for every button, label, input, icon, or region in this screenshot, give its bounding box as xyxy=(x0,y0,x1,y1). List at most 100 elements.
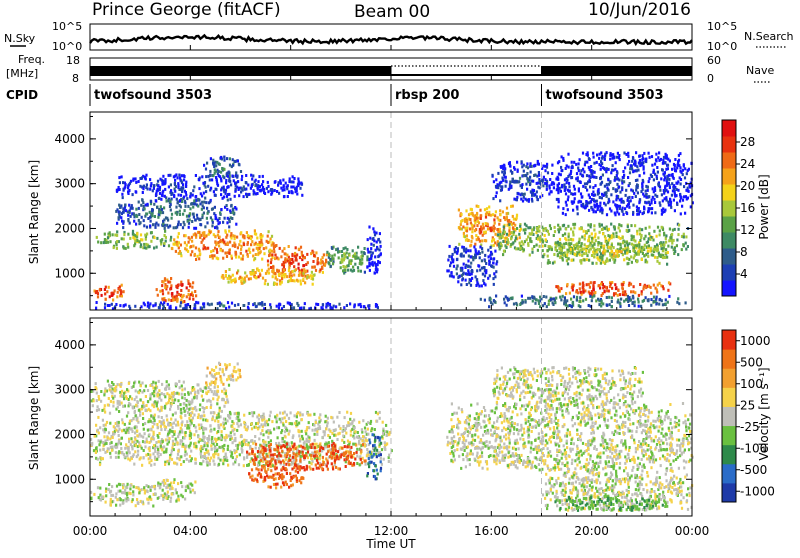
heatmap-cell xyxy=(530,190,532,193)
heatmap-cell xyxy=(257,188,259,191)
heatmap-cell xyxy=(481,227,483,230)
heatmap-cell xyxy=(614,283,616,286)
heatmap-cell xyxy=(484,299,486,302)
heatmap-cell xyxy=(630,164,632,167)
heatmap-cell xyxy=(205,190,207,193)
heatmap-cell xyxy=(251,427,253,430)
heatmap-cell xyxy=(653,169,655,172)
heatmap-cell xyxy=(181,283,183,286)
heatmap-cell xyxy=(363,305,365,308)
heatmap-cell xyxy=(217,302,219,305)
heatmap-cell xyxy=(484,239,486,242)
heatmap-cell xyxy=(507,238,509,241)
heatmap-cell xyxy=(545,238,547,241)
heatmap-cell xyxy=(593,210,595,213)
heatmap-cell xyxy=(279,412,281,415)
heatmap-cell xyxy=(173,238,175,241)
heatmap-cell xyxy=(134,240,136,243)
heatmap-cell xyxy=(651,155,653,158)
heatmap-cell xyxy=(654,201,656,204)
heatmap-cell xyxy=(133,213,135,216)
heatmap-cell xyxy=(152,189,154,192)
heatmap-cell xyxy=(133,463,135,466)
heatmap-cell xyxy=(641,228,643,231)
heatmap-cell xyxy=(259,244,261,247)
heatmap-cell xyxy=(463,263,465,266)
heatmap-cell xyxy=(572,209,574,212)
heatmap-cell xyxy=(536,244,538,247)
heatmap-cell xyxy=(475,254,477,257)
heatmap-cell xyxy=(228,435,230,438)
heatmap-cell xyxy=(267,283,269,286)
heatmap-cell xyxy=(638,155,640,158)
heatmap-cell xyxy=(200,452,202,455)
heatmap-cell xyxy=(236,176,238,179)
heatmap-cell xyxy=(678,159,680,162)
heatmap-cell xyxy=(639,239,641,242)
heatmap-cell xyxy=(374,272,376,275)
heatmap-cell xyxy=(173,433,175,436)
heatmap-cell xyxy=(484,208,486,211)
heatmap-cell xyxy=(591,240,593,243)
heatmap-cell xyxy=(524,193,526,196)
heatmap-cell xyxy=(471,269,473,272)
heatmap-cell xyxy=(589,168,591,171)
heatmap-cell xyxy=(536,298,538,301)
heatmap-cell xyxy=(194,253,196,256)
heatmap-cell xyxy=(595,262,597,265)
heatmap-cell xyxy=(189,207,191,210)
heatmap-cell xyxy=(582,203,584,206)
heatmap-cell xyxy=(112,294,114,297)
heatmap-cell xyxy=(531,165,533,168)
heatmap-cell xyxy=(159,192,161,195)
heatmap-cell xyxy=(327,302,329,305)
heatmap-cell xyxy=(203,192,205,195)
heatmap-cell xyxy=(281,277,283,280)
heatmap-cell xyxy=(654,256,656,259)
heatmap-cell xyxy=(560,190,562,193)
heatmap-cell xyxy=(490,246,492,249)
heatmap-cell xyxy=(226,204,228,207)
heatmap-cell xyxy=(591,237,593,240)
heatmap-cell xyxy=(280,255,282,258)
heatmap-cell xyxy=(292,175,294,178)
heatmap-cell xyxy=(628,304,630,307)
heatmap-cell xyxy=(135,223,137,226)
heatmap-cell xyxy=(547,255,549,258)
heatmap-cell xyxy=(232,209,234,212)
heatmap-cell xyxy=(335,305,337,308)
heatmap-cell xyxy=(277,270,279,273)
heatmap-cell xyxy=(494,275,496,278)
heatmap-cell xyxy=(470,221,472,224)
heatmap-cell xyxy=(606,213,608,216)
heatmap-cell xyxy=(258,447,260,450)
heatmap-cell xyxy=(128,305,130,308)
heatmap-cell xyxy=(186,197,188,200)
heatmap-cell xyxy=(509,227,511,230)
heatmap-cell xyxy=(241,187,243,190)
heatmap-cell xyxy=(581,195,583,198)
heatmap-cell xyxy=(278,442,280,445)
heatmap-cell xyxy=(581,248,583,251)
heatmap-cell xyxy=(655,303,657,306)
heatmap-cell xyxy=(508,223,510,226)
heatmap-cell xyxy=(368,226,370,229)
heatmap-cell xyxy=(481,247,483,250)
heatmap-cell xyxy=(451,271,453,274)
heatmap-cell xyxy=(521,160,523,163)
heatmap-cell xyxy=(188,293,190,296)
heatmap-cell xyxy=(258,252,260,255)
heatmap-cell xyxy=(665,298,667,301)
heatmap-cell xyxy=(663,233,665,236)
heatmap-cell xyxy=(561,257,563,260)
heatmap-cell xyxy=(581,227,583,230)
heatmap-cell xyxy=(331,255,333,258)
heatmap-cell xyxy=(600,283,602,286)
heatmap-cell xyxy=(628,297,630,300)
heatmap-cell xyxy=(303,442,305,445)
heatmap-cell xyxy=(173,422,175,425)
heatmap-cell xyxy=(459,227,461,230)
heatmap-cell xyxy=(567,257,569,260)
heatmap-cell xyxy=(335,428,337,431)
heatmap-cell xyxy=(588,194,590,197)
